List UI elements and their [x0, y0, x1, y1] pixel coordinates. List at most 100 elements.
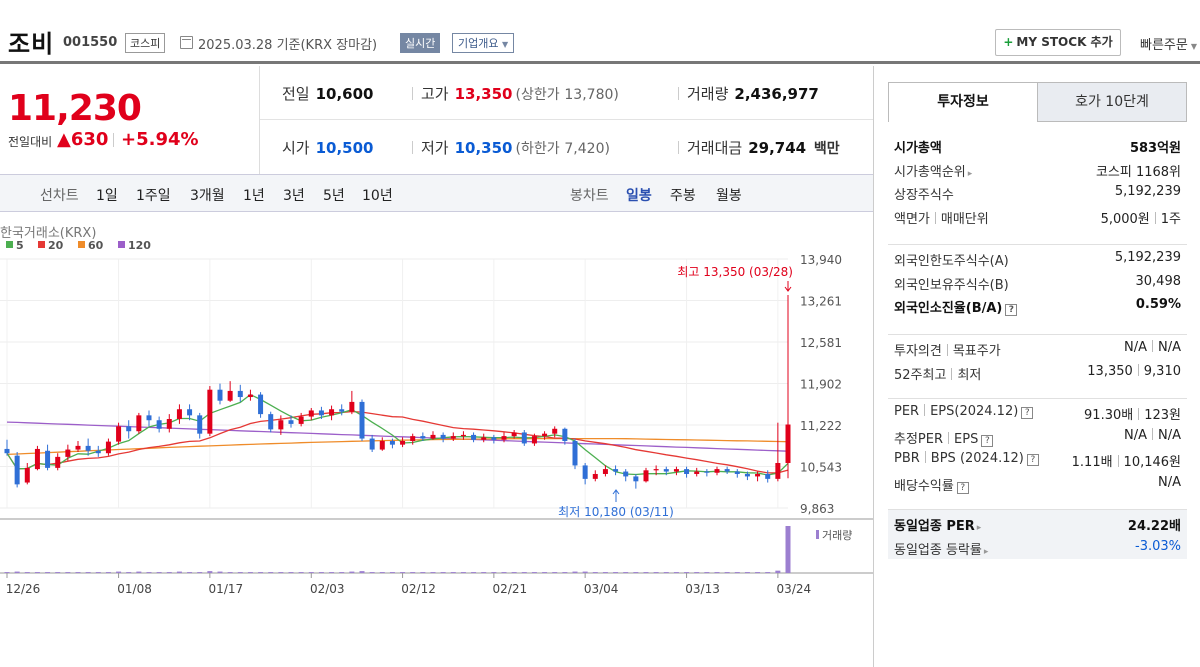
info-label[interactable]: 동일업종 등락률 ▸: [894, 539, 988, 558]
volume-bar: [410, 572, 416, 573]
x-tick-label: 12/26: [6, 582, 41, 596]
volume-bar: [359, 571, 365, 573]
candle-body: [481, 437, 487, 440]
stock-header: 조비 001550 코스피 2025.03.28 기준(KRX 장마감) 실시간…: [0, 0, 1200, 64]
volume-bar: [562, 572, 568, 573]
legend-swatch: [78, 241, 85, 248]
company-info-dropdown[interactable]: 기업개요 ▼: [452, 33, 515, 53]
info-tabs: 투자정보 호가 10단계: [888, 82, 1187, 122]
help-icon[interactable]: ?: [1026, 454, 1039, 466]
info-label-text: 외국인소진율(B/A): [894, 301, 1003, 316]
candle-body: [45, 450, 51, 468]
info-group: PER EPS(2024.12)? 91.30배 123원 추정PER EPS? N/A N/…: [888, 398, 1187, 495]
volume-bar: [258, 572, 264, 573]
chart-legend: 5 20 60 120: [6, 239, 151, 252]
info-value-text: -3.03%: [1135, 538, 1181, 554]
volume-bar: [592, 572, 598, 573]
chevron-right-icon: ▸: [983, 546, 989, 557]
chart-grid: [0, 258, 873, 574]
help-icon[interactable]: ?: [981, 434, 994, 447]
period-1y[interactable]: 1년: [243, 188, 265, 204]
add-mystock-label: MY STOCK 추가: [1016, 35, 1113, 49]
volume-bar: [684, 572, 690, 573]
candle-body: [116, 426, 122, 442]
current-price: 11,230: [8, 88, 142, 129]
candle-body: [318, 410, 324, 416]
chevron-right-icon: ▸: [976, 523, 982, 533]
info-value: 5,192,239: [1115, 250, 1181, 265]
info-label-text: 배당수익률: [894, 478, 954, 494]
candle-weekly[interactable]: 주봉: [670, 188, 696, 204]
candle-body: [187, 409, 193, 416]
divider: [924, 451, 926, 463]
stat-prev-close: 전일 10,600: [282, 83, 374, 104]
stat-row: 전일 10,600 고가 13,350 (상한가 13,780) 거래량 2,436,9…: [260, 66, 873, 120]
stat-label: 저가: [421, 139, 449, 157]
chart-annotations: 최고 13,350 (03/28) 최저 10,180 (03/11): [558, 265, 793, 519]
period-1d[interactable]: 1일: [96, 188, 118, 204]
candlestick-chart[interactable]: 한국거래소(KRX) 5 20 60 120 13,940 13,261 12,581 11…: [0, 212, 873, 667]
candle-body: [105, 441, 111, 454]
price-chart[interactable]: 한국거래소(KRX) 5 20 60 120 13,940 13,261 12,581 11…: [0, 212, 873, 667]
period-3m[interactable]: 3개월: [190, 188, 225, 204]
period-10y[interactable]: 10년: [362, 188, 393, 204]
volume-bar: [349, 571, 355, 573]
volume-bar: [491, 572, 497, 573]
info-group: 동일업종 PER ▸ 24.22배 동일업종 등락률 ▸ -3.03%: [888, 509, 1187, 559]
period-1w[interactable]: 1주일: [136, 188, 171, 204]
candle-body: [308, 410, 314, 417]
help-icon[interactable]: ?: [1021, 407, 1034, 419]
moving-averages: [6, 393, 789, 476]
divider: [924, 404, 926, 416]
help-icon[interactable]: ?: [1005, 304, 1018, 316]
help-icon[interactable]: ?: [956, 481, 969, 494]
volume-bar: [450, 572, 456, 573]
info-group: 투자의견 목표주가 N/A N/A 52주최고 최저 13,350 9,310: [888, 334, 1187, 384]
info-label[interactable]: 동일업종 PER ▸: [894, 515, 981, 534]
stat-value: 10,350: [454, 139, 513, 157]
candle-body: [75, 445, 81, 450]
volume-bar: [744, 572, 750, 573]
y-tick-label: 10,543: [800, 460, 842, 474]
candle-body: [288, 420, 294, 424]
period-5y[interactable]: 5년: [323, 188, 345, 204]
divider: [412, 87, 413, 100]
up-triangle-icon: ▲: [57, 129, 71, 150]
info-label: 액면가 매매단위: [894, 208, 989, 227]
line-chart-label: 선차트: [40, 188, 79, 204]
info-label[interactable]: 시가총액순위 ▸: [894, 161, 972, 180]
info-row: 상장주식수 5,192,239: [888, 181, 1187, 205]
realtime-button[interactable]: 실시간: [400, 33, 441, 53]
info-value-text: 5,000원: [1100, 211, 1150, 227]
volume-bar: [95, 572, 101, 573]
candles: [4, 295, 791, 489]
candle-body: [501, 436, 507, 440]
volume-bar: [187, 572, 193, 573]
divider: [1137, 363, 1139, 376]
ma60-line: [6, 437, 789, 456]
period-3y[interactable]: 3년: [283, 188, 305, 204]
company-info-label: 기업개요: [458, 37, 499, 50]
volume-bar: [501, 572, 507, 573]
add-mystock-button[interactable]: + MY STOCK 추가: [995, 29, 1121, 56]
candle-body: [24, 467, 30, 483]
candle-body: [450, 436, 456, 439]
stat-label: 거래대금: [687, 139, 743, 157]
info-row: PBR BPS (2024.12)? 1.11배 10,146원: [888, 448, 1187, 472]
stat-value: 2,436,977: [734, 85, 819, 103]
volume-bar: [65, 572, 71, 573]
candle-body: [785, 424, 791, 463]
tab-order-book[interactable]: 호가 10단계: [1037, 82, 1187, 122]
tab-investment-info[interactable]: 투자정보: [888, 82, 1038, 122]
quick-order-button[interactable]: 빠른주문 ▼: [1140, 34, 1197, 53]
candle-monthly[interactable]: 월봉: [716, 188, 742, 204]
volume-bar: [775, 570, 781, 573]
info-label-text: 동일업종 PER: [894, 519, 975, 534]
candle-daily[interactable]: 일봉: [626, 188, 652, 204]
candle-body: [744, 473, 750, 477]
legend-label: 20: [48, 239, 64, 252]
volume-bar: [755, 572, 761, 573]
candle-body: [592, 473, 598, 479]
info-label: 투자의견 목표주가: [894, 340, 1001, 359]
info-row: 외국인한도주식수(A) 5,192,239: [888, 247, 1187, 271]
